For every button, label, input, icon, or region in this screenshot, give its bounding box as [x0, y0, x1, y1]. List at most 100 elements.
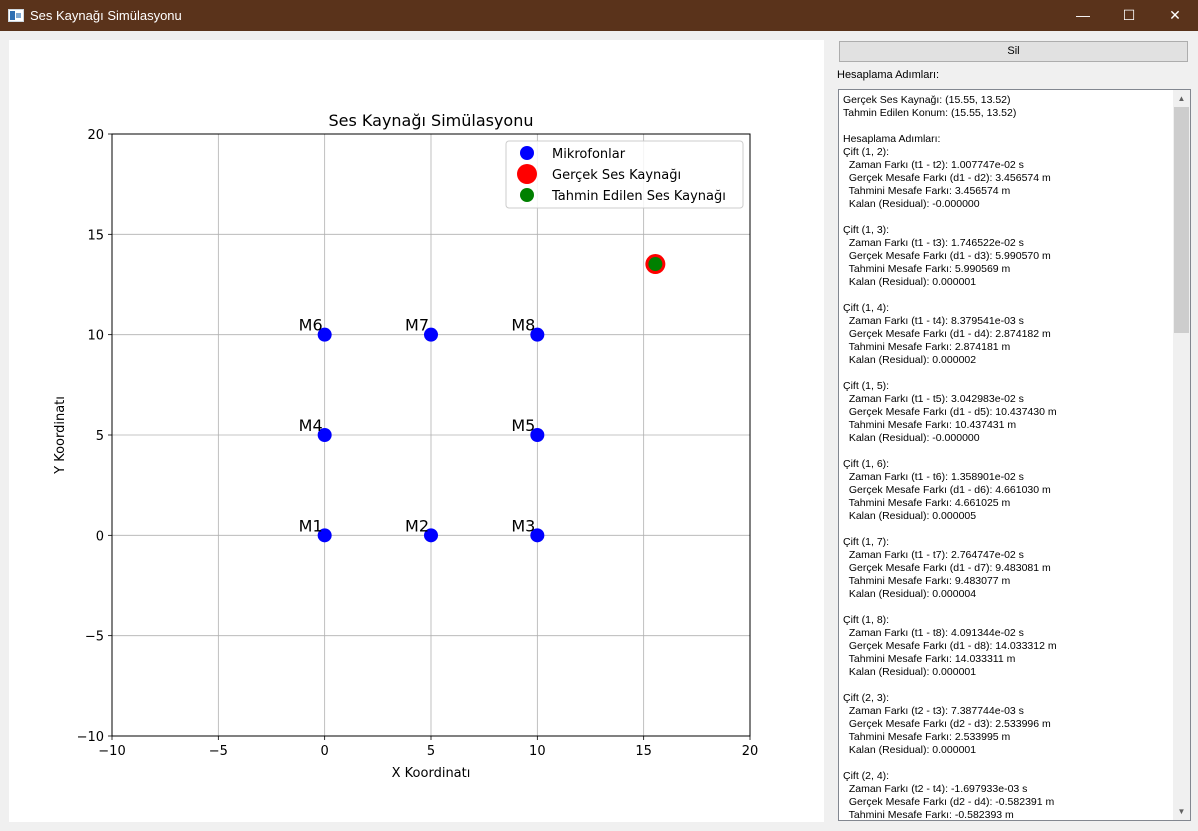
x-tick-label: 15	[635, 744, 652, 759]
scroll-up-arrow-icon[interactable]: ▲	[1177, 94, 1186, 103]
microphone-point	[424, 528, 438, 543]
log-line: Tahmini Mesafe Farkı: 9.483077 m	[843, 575, 1011, 587]
log-line: Gerçek Mesafe Farkı (d1 - d4): 2.874182 …	[843, 328, 1051, 340]
y-tick-label: −10	[77, 730, 104, 745]
y-axis-label: Y Koordinatı	[53, 396, 68, 475]
log-line: Tahmini Mesafe Farkı: 14.033311 m	[843, 653, 1016, 665]
log-line: Çift (1, 7):	[843, 536, 890, 548]
log-line: Zaman Farkı (t1 - t3): 1.746522e-02 s	[843, 237, 1024, 249]
x-tick-label: 5	[427, 744, 435, 759]
log-line: Gerçek Mesafe Farkı (d2 - d4): -0.582391…	[843, 796, 1055, 808]
log-line: Hesaplama Adımları:	[843, 133, 941, 145]
log-line: Gerçek Mesafe Farkı (d2 - d3): 2.533996 …	[843, 718, 1051, 730]
microphone-label: M2	[405, 516, 429, 535]
log-line	[843, 601, 1173, 614]
log-line: Kalan (Residual): 0.000005	[843, 510, 977, 522]
y-tick-label: 15	[87, 228, 104, 243]
log-line: Gerçek Ses Kaynağı: (15.55, 13.52)	[843, 94, 1011, 106]
window-title: Ses Kaynağı Simülasyonu	[30, 8, 182, 23]
scroll-thumb[interactable]	[1174, 107, 1189, 333]
log-line	[843, 211, 1173, 224]
y-tick-label: 20	[87, 128, 104, 143]
log-line	[843, 120, 1173, 133]
log-line: Çift (1, 3):	[843, 224, 890, 236]
log-line: Tahmini Mesafe Farkı: 2.533995 m	[843, 731, 1011, 743]
log-line: Çift (1, 8):	[843, 614, 890, 626]
log-line: Çift (1, 6):	[843, 458, 890, 470]
clear-button[interactable]: Sil	[839, 41, 1188, 62]
microphone-point	[317, 327, 332, 342]
estimated-source-point	[648, 257, 663, 272]
log-line: Tahmini Mesafe Farkı: 2.874181 m	[843, 341, 1011, 353]
log-line: Gerçek Mesafe Farkı (d1 - d7): 9.483081 …	[843, 562, 1051, 574]
x-tick-label: −10	[98, 744, 125, 759]
log-line: Çift (1, 5):	[843, 380, 890, 392]
title-bar: Ses Kaynağı Simülasyonu — ☐ ✕	[0, 0, 1198, 31]
log-line: Gerçek Mesafe Farkı (d1 - d2): 3.456574 …	[843, 172, 1051, 184]
x-tick-label: 10	[529, 744, 546, 759]
legend-marker	[517, 164, 537, 184]
log-content: Gerçek Ses Kaynağı: (15.55, 13.52) Tahmin…	[843, 94, 1173, 820]
microphone-point	[530, 528, 545, 543]
log-line: Çift (2, 3):	[843, 692, 890, 704]
maximize-button[interactable]: ☐	[1122, 7, 1136, 23]
legend-box	[505, 140, 744, 209]
log-line	[843, 679, 1173, 692]
log-line: Tahmin Edilen Konum: (15.55, 13.52)	[843, 107, 1017, 119]
y-tick-label: 5	[96, 429, 104, 444]
log-line: Çift (1, 2):	[843, 146, 890, 158]
log-line: Zaman Farkı (t1 - t4): 8.379541e-03 s	[843, 315, 1024, 327]
log-line	[843, 367, 1173, 380]
app-icon	[8, 9, 24, 22]
microphone-point	[530, 428, 545, 442]
log-line: Tahmini Mesafe Farkı: 4.661025 m	[843, 497, 1011, 509]
log-line: Kalan (Residual): 0.000001	[843, 666, 977, 678]
log-line: Gerçek Mesafe Farkı (d1 - d8): 14.033312…	[843, 640, 1057, 652]
microphone-label: M6	[299, 316, 323, 335]
plot-canvas: −10 −5 0 5 10 15 20 −10 −5 0 5 10 15 20 M1 M2 M3 M4 M5 M6 M7…	[9, 40, 824, 822]
x-tick-label: 0	[321, 744, 329, 759]
log-line: Kalan (Residual): 0.000001	[843, 744, 977, 756]
legend-label: Tahmin Edilen Ses Kaynağı	[551, 189, 726, 204]
microphone-label: M5	[511, 416, 535, 435]
close-button[interactable]: ✕	[1169, 7, 1181, 23]
minimize-button[interactable]: —	[1076, 7, 1090, 23]
steps-label: Hesaplama Adımları:	[837, 69, 940, 81]
y-tick-label: 10	[87, 329, 104, 344]
legend-label: Gerçek Ses Kaynağı	[552, 168, 681, 183]
log-line: Zaman Farkı (t2 - t4): -1.697933e-03 s	[843, 783, 1028, 795]
microphone-point	[530, 327, 545, 342]
log-line: Tahmini Mesafe Farkı: 5.990569 m	[843, 263, 1011, 275]
microphone-label: M8	[511, 316, 535, 335]
microphone-point	[424, 327, 438, 342]
microphone-point	[317, 428, 332, 442]
axes-frame	[111, 133, 751, 737]
microphone-point	[317, 528, 332, 543]
log-line	[843, 445, 1173, 458]
log-line: Zaman Farkı (t1 - t7): 2.764747e-02 s	[843, 549, 1024, 561]
log-line: Kalan (Residual): 0.000002	[843, 354, 977, 366]
log-line: Zaman Farkı (t1 - t5): 3.042983e-02 s	[843, 393, 1024, 405]
x-tick-label: 20	[742, 744, 759, 759]
microphone-label: M4	[299, 416, 323, 435]
log-line: Kalan (Residual): 0.000001	[843, 276, 977, 288]
log-line: Tahmini Mesafe Farkı: 3.456574 m	[843, 185, 1011, 197]
log-line	[843, 757, 1173, 770]
log-line: Gerçek Mesafe Farkı (d1 - d5): 10.437430…	[843, 406, 1057, 418]
x-tick-label: −5	[209, 744, 228, 759]
microphone-label: M3	[511, 516, 535, 535]
scroll-down-arrow-icon[interactable]: ▼	[1177, 807, 1186, 816]
microphone-label: M7	[405, 316, 429, 335]
log-line: Kalan (Residual): -0.000000	[843, 198, 980, 210]
log-line: Gerçek Mesafe Farkı (d1 - d3): 5.990570 …	[843, 250, 1051, 262]
log-line: Gerçek Mesafe Farkı (d1 - d6): 4.661030 …	[843, 484, 1051, 496]
legend-marker	[520, 146, 534, 160]
log-line: Tahmini Mesafe Farkı: 10.437431 m	[843, 419, 1017, 431]
microphone-label: M1	[299, 516, 323, 535]
y-tick-label: 0	[96, 529, 104, 544]
scatter-chart: −10 −5 0 5 10 15 20 −10 −5 0 5 10 15 20 M1 M2 M3 M4 M5 M6 M7…	[53, 111, 759, 781]
steps-log-textbox[interactable]: Gerçek Ses Kaynağı: (15.55, 13.52) Tahmin…	[838, 89, 1191, 821]
vertical-scrollbar[interactable]: ▲ ▼	[1173, 90, 1190, 820]
log-line: Çift (1, 4):	[843, 302, 890, 314]
x-axis-label: X Koordinatı	[392, 766, 471, 781]
